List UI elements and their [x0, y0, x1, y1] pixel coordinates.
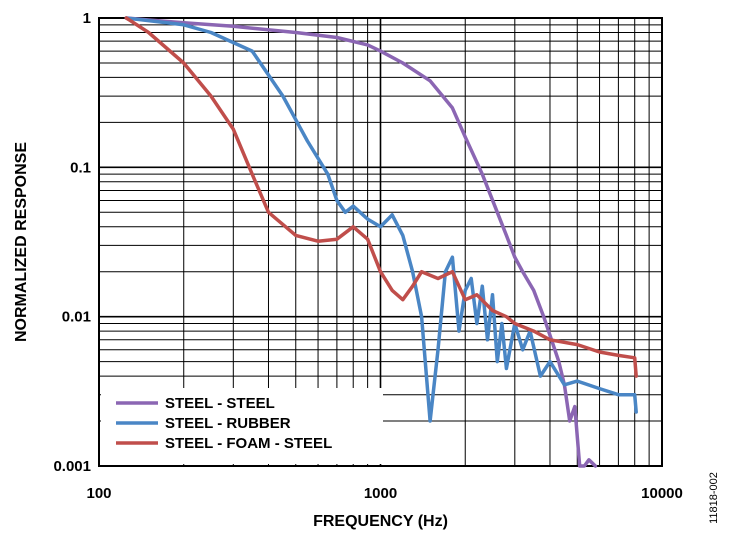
figure-id: 11818-002 — [708, 472, 720, 524]
y-tick-label: 0.01 — [62, 309, 91, 326]
x-tick-label: 100 — [86, 485, 111, 502]
legend-label-3: STEEL - FOAM - STEEL — [165, 435, 332, 452]
y-tick-label: 1 — [83, 10, 91, 27]
series-lines — [124, 16, 638, 468]
y-tick-labels: 1 0.1 0.01 0.001 — [53, 10, 91, 475]
x-tick-label: 10000 — [641, 485, 683, 502]
y-tick-label: 0.1 — [70, 159, 91, 176]
y-tick-label: 0.001 — [53, 458, 91, 475]
legend-label-1: STEEL - STEEL — [165, 395, 275, 412]
legend: STEEL - STEEL STEEL - RUBBER STEEL - FOAM … — [101, 388, 383, 464]
x-tick-labels: 100 1000 10000 — [86, 485, 682, 502]
series-line-1 — [124, 16, 598, 468]
legend-label-2: STEEL - RUBBER — [165, 415, 291, 432]
plot-frame — [98, 17, 663, 467]
legend-box — [101, 388, 383, 464]
x-tick-label: 1000 — [364, 485, 397, 502]
legend-items: STEEL - STEEL STEEL - RUBBER STEEL - FOAM … — [116, 395, 332, 452]
x-axis-title: FREQUENCY (Hz) — [313, 513, 448, 530]
y-axis-title: NORMALIZED RESPONSE — [13, 142, 30, 342]
series-line-2 — [124, 16, 638, 423]
series-line-3 — [124, 16, 638, 378]
